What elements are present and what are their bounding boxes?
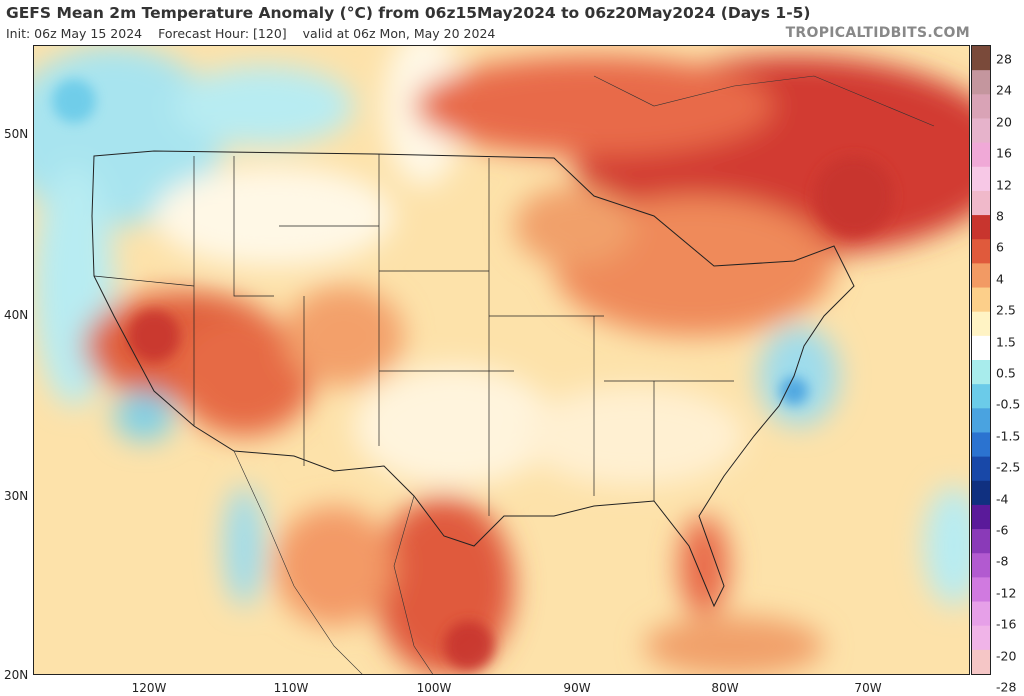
- chart-title: GEFS Mean 2m Temperature Anomaly (°C) fr…: [6, 4, 811, 22]
- color-bar-swatch: [972, 142, 990, 168]
- color-bar-label: 6: [996, 239, 1004, 255]
- color-bar-label: 4: [996, 271, 1004, 287]
- color-bar-swatch: [972, 215, 990, 240]
- lon-label-100w: 100W: [416, 681, 452, 695]
- color-bar-swatch: [972, 263, 990, 289]
- init-time: Init: 06z May 15 2024: [6, 26, 143, 41]
- color-bar-label: 28: [996, 51, 1012, 67]
- color-bar-swatch: [972, 480, 990, 506]
- color-bar-swatch: [972, 553, 990, 578]
- color-bar-label: 8: [996, 208, 1004, 224]
- color-bar-swatch: [972, 166, 990, 192]
- brand-watermark: TROPICALTIDBITS.COM: [785, 25, 970, 41]
- color-bar-swatch: [972, 384, 990, 409]
- lat-label-50n: 50N: [4, 127, 29, 141]
- lon-label-120w: 120W: [131, 681, 167, 695]
- color-bar-svg: [972, 46, 990, 675]
- forecast-hour: Forecast Hour: [120]: [158, 26, 287, 41]
- color-bar-label: -16: [996, 616, 1017, 632]
- color-bar-swatch: [972, 94, 990, 119]
- color-bar-swatch: [972, 601, 990, 627]
- color-bar-swatch: [972, 46, 990, 71]
- color-bar-swatch: [972, 190, 990, 216]
- anomaly-map: [33, 45, 970, 675]
- color-bar-label: -6: [996, 522, 1009, 538]
- color-bar-swatch: [972, 625, 990, 651]
- color-bar-swatch: [972, 311, 990, 337]
- lon-label-70w: 70W: [854, 681, 882, 695]
- color-bar: [971, 45, 991, 675]
- color-bar-label: -2.5: [996, 459, 1021, 475]
- color-bar-label: -4: [996, 491, 1009, 507]
- color-bar-label: 0.5: [996, 365, 1016, 381]
- map-svg: [34, 46, 969, 674]
- color-bar-label: -20: [996, 648, 1017, 664]
- color-bar-swatch: [972, 360, 990, 385]
- state-lines: [93, 154, 734, 516]
- lat-label-40n: 40N: [4, 308, 29, 322]
- color-bar-swatch: [972, 408, 990, 433]
- color-bar-label: 20: [996, 114, 1012, 130]
- lat-label-30n: 30N: [4, 489, 29, 503]
- chart-subtitle: Init: 06z May 15 2024 Forecast Hour: [12…: [6, 26, 507, 41]
- color-bar-label: 1.5: [996, 334, 1016, 350]
- color-bar-swatch: [972, 504, 990, 530]
- color-bar-label: 24: [996, 82, 1012, 98]
- color-bar-swatch: [972, 118, 990, 144]
- anomaly-accents: [52, 79, 894, 671]
- color-bar-swatch: [972, 649, 990, 675]
- color-bar-swatch: [972, 432, 990, 458]
- valid-time: valid at 06z Mon, May 20 2024: [302, 26, 496, 41]
- color-bar-swatch: [972, 287, 990, 313]
- color-bar-swatch: [972, 239, 990, 264]
- color-bar-label: 16: [996, 145, 1012, 161]
- lat-label-20n: 20N: [4, 668, 29, 682]
- color-bar-label: -0.5: [996, 396, 1021, 412]
- lon-label-90w: 90W: [563, 681, 591, 695]
- color-bar-swatch: [972, 70, 990, 95]
- lon-label-80w: 80W: [711, 681, 739, 695]
- color-bar-swatch: [972, 577, 990, 603]
- color-bar-swatch: [972, 529, 990, 554]
- color-bar-label: -8: [996, 553, 1009, 569]
- country-borders: [233, 75, 935, 674]
- color-bar-label: 12: [996, 177, 1012, 193]
- color-bar-swatch: [972, 456, 990, 482]
- color-bar-label: -1.5: [996, 428, 1021, 444]
- color-bar-label: -12: [996, 585, 1017, 601]
- color-bar-label: -28: [996, 679, 1017, 695]
- color-bar-swatch: [972, 335, 990, 361]
- color-bar-label: 2.5: [996, 302, 1016, 318]
- lon-label-110w: 110W: [273, 681, 309, 695]
